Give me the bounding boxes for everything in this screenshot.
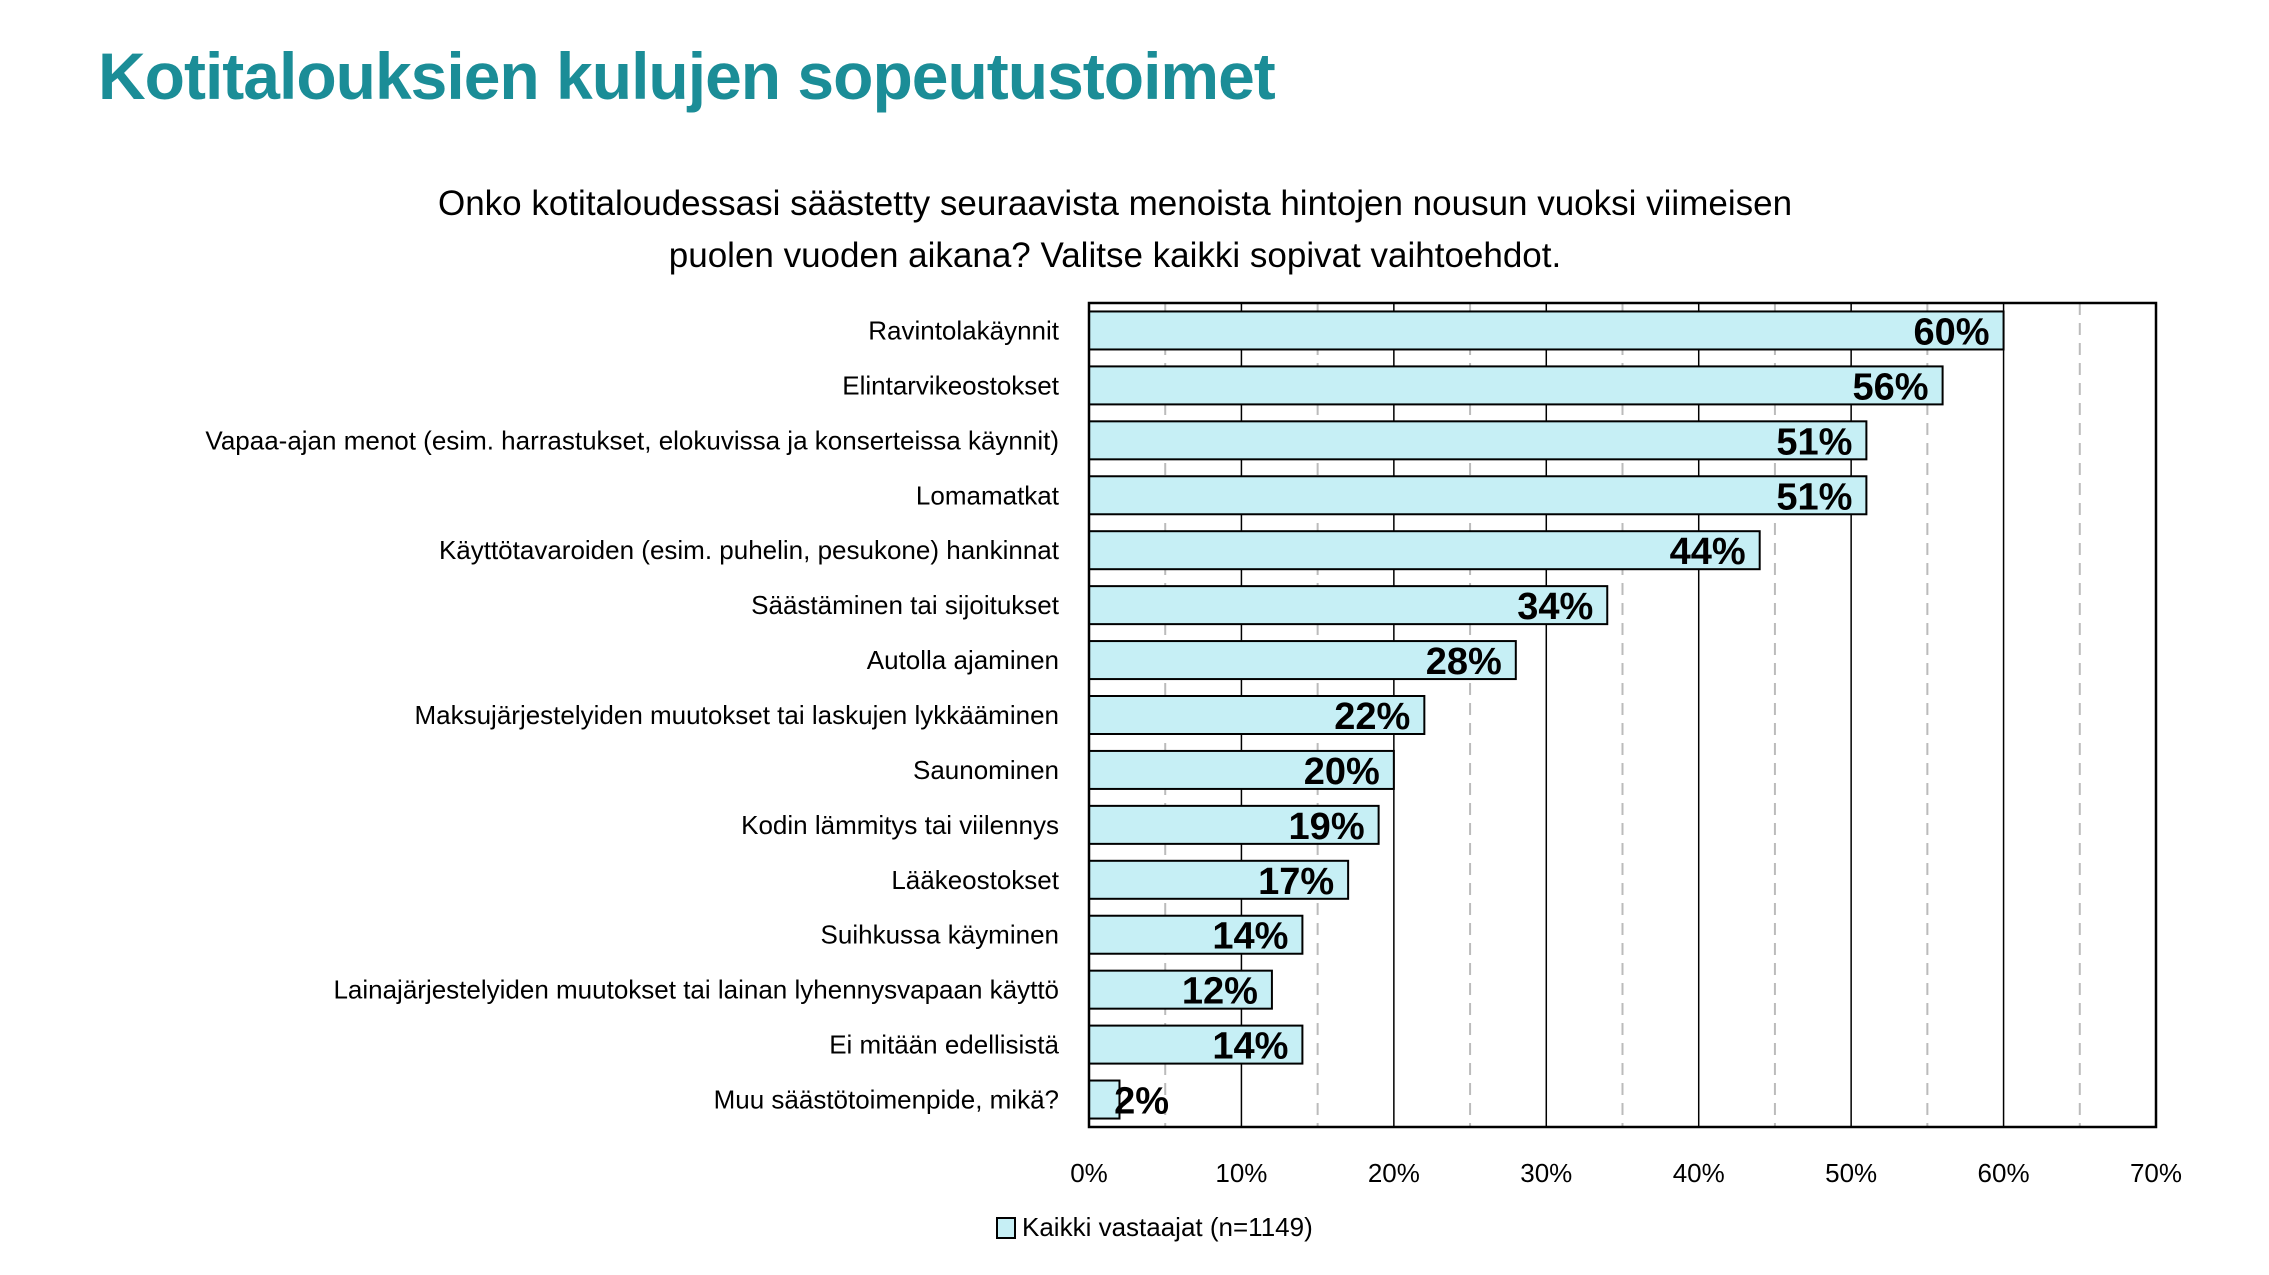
category-label: Lainajärjestelyiden muutokset tai lainan… bbox=[333, 975, 1059, 1005]
x-tick-label: 30% bbox=[1520, 1158, 1572, 1188]
legend: Kaikki vastaajat (n=1149) bbox=[996, 1212, 1313, 1243]
subtitle-line-2: puolen vuoden aikana? Valitse kaikki sop… bbox=[668, 236, 1562, 275]
bar bbox=[1088, 420, 1868, 461]
data-label: 2% bbox=[1114, 1081, 1169, 1123]
data-label: 20% bbox=[1304, 751, 1380, 793]
category-label: Maksujärjestelyiden muutokset tai laskuj… bbox=[414, 700, 1059, 730]
data-label: 14% bbox=[1212, 916, 1288, 958]
data-label: 60% bbox=[1914, 311, 1990, 353]
data-label: 17% bbox=[1258, 861, 1334, 903]
bar bbox=[1088, 749, 1395, 790]
x-tick-label: 20% bbox=[1368, 1158, 1420, 1188]
category-label: Ei mitään edellisistä bbox=[829, 1030, 1059, 1060]
category-label: Käyttötavaroiden (esim. puhelin, pesukon… bbox=[439, 535, 1060, 565]
bar bbox=[1088, 804, 1380, 845]
data-label: 51% bbox=[1776, 421, 1852, 463]
bar bbox=[1088, 310, 2005, 351]
category-label: Lääkeostokset bbox=[891, 865, 1059, 895]
category-label: Säästäminen tai sijoitukset bbox=[751, 590, 1060, 620]
x-tick-label: 50% bbox=[1825, 1158, 1877, 1188]
page-title: Kotitalouksien kulujen sopeutustoimet bbox=[98, 39, 1276, 113]
data-label: 28% bbox=[1426, 641, 1502, 683]
data-label: 56% bbox=[1853, 366, 1929, 408]
data-label: 34% bbox=[1517, 586, 1593, 628]
category-label: Kodin lämmitys tai viilennys bbox=[741, 810, 1059, 840]
bar bbox=[1088, 475, 1868, 516]
bar bbox=[1088, 365, 1944, 406]
data-label: 12% bbox=[1182, 971, 1258, 1013]
category-label: Ravintolakäynnit bbox=[868, 315, 1060, 345]
category-label: Lomamatkat bbox=[916, 480, 1060, 510]
subtitle-line-1: Onko kotitaloudessasi säästetty seuraavi… bbox=[437, 184, 1793, 223]
bar bbox=[1088, 969, 1273, 1010]
data-label: 51% bbox=[1776, 476, 1852, 518]
legend-label: Kaikki vastaajat (n=1149) bbox=[1022, 1212, 1313, 1242]
x-tick-label: 10% bbox=[1215, 1158, 1267, 1188]
category-label: Muu säästötoimenpide, mikä? bbox=[714, 1085, 1059, 1115]
chart-subtitle: Onko kotitaloudessasi säästetty seuraavi… bbox=[300, 178, 1930, 282]
data-label: 14% bbox=[1212, 1026, 1288, 1068]
plot-frame bbox=[1087, 301, 2158, 1129]
bar bbox=[1088, 914, 1304, 955]
bar bbox=[1088, 640, 1517, 681]
legend-swatch bbox=[996, 1216, 1016, 1239]
x-tick-label: 60% bbox=[1978, 1158, 2030, 1188]
bar bbox=[1088, 530, 1761, 571]
bar bbox=[1088, 695, 1426, 735]
x-tick-label: 40% bbox=[1673, 1158, 1725, 1188]
category-label: Autolla ajaminen bbox=[867, 645, 1059, 675]
data-label: 19% bbox=[1289, 806, 1365, 848]
category-label: Elintarvikeostokset bbox=[842, 370, 1060, 400]
x-tick-label: 0% bbox=[1070, 1158, 1108, 1188]
category-label: Suihkussa käyminen bbox=[821, 920, 1059, 950]
category-label: Saunominen bbox=[913, 755, 1059, 785]
category-label: Vapaa-ajan menot (esim. harrastukset, el… bbox=[205, 425, 1059, 455]
data-label: 22% bbox=[1334, 696, 1410, 738]
x-tick-label: 70% bbox=[2130, 1158, 2182, 1188]
data-label: 44% bbox=[1670, 531, 1746, 573]
